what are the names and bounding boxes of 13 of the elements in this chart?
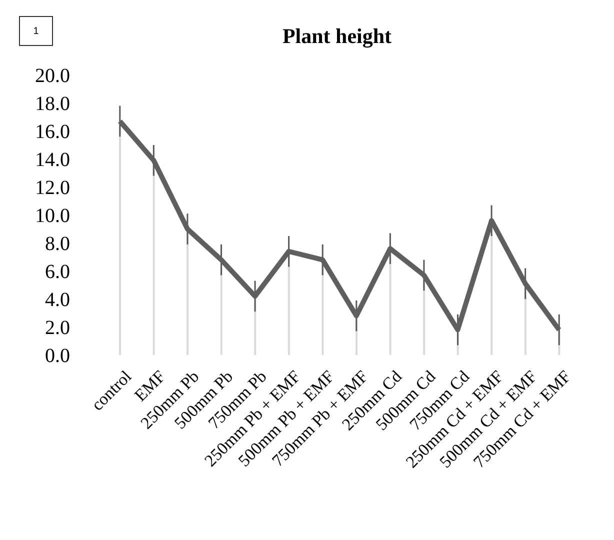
y-tick-label: 14.0 bbox=[35, 149, 70, 172]
chart-title: Plant height bbox=[281, 24, 393, 49]
text: 1 bbox=[33, 26, 39, 36]
y-tick-label: 8.0 bbox=[45, 233, 70, 256]
y-tick-label: 6.0 bbox=[45, 261, 70, 284]
y-tick-label: 10.0 bbox=[35, 205, 70, 228]
y-tick-label: 16.0 bbox=[35, 121, 70, 144]
y-tick-label: 12.0 bbox=[35, 177, 70, 200]
y-tick-label: 0.0 bbox=[45, 345, 70, 368]
y-tick-label: 2.0 bbox=[45, 317, 70, 340]
y-tick-label: 20.0 bbox=[35, 65, 70, 88]
y-tick-label: 4.0 bbox=[45, 289, 70, 312]
y-tick-label: 18.0 bbox=[35, 93, 70, 116]
